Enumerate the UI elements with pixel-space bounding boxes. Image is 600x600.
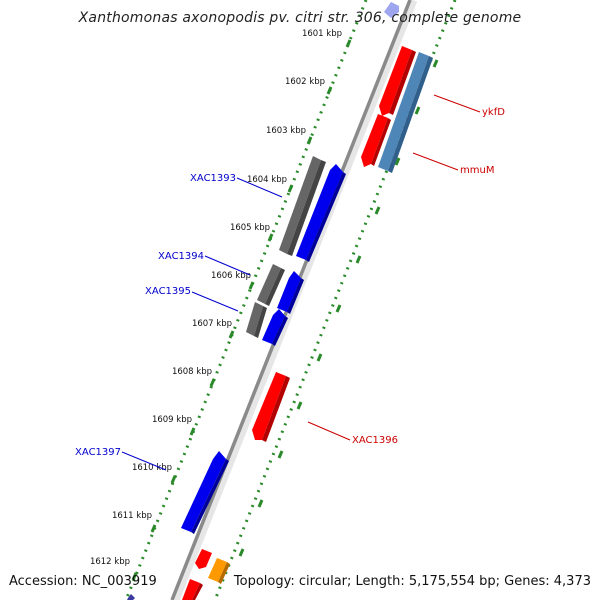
feature-arrow — [254, 306, 267, 338]
feature-arrow — [389, 50, 416, 115]
feature-arrow — [361, 114, 388, 167]
feature-arrow — [252, 372, 286, 440]
label-leaders — [121, 94, 481, 471]
feature-arrow — [306, 172, 346, 262]
feature-arrow — [265, 268, 285, 306]
gene-label-XAC1394: XAC1394 — [158, 251, 204, 262]
genome-title: Xanthomonas axonopodis pv. citri str. 30… — [78, 10, 522, 26]
feature-arrow — [379, 46, 412, 116]
feature-arrow — [191, 459, 229, 534]
feature-arrow — [262, 376, 290, 442]
accession-text: Accession: NC_003919 — [9, 574, 157, 589]
feature-arrow — [371, 118, 391, 166]
tick-label: 1610 kbp — [132, 463, 172, 473]
tick-label: 1601 kbp — [302, 29, 342, 39]
tick-label: 1603 kbp — [266, 126, 306, 136]
feature-arrow — [257, 264, 281, 304]
genome-summary-text: Topology: circular; Length: 5,175,554 bp… — [233, 574, 591, 589]
tick-label: 1609 kbp — [152, 415, 192, 425]
feature-arrow — [218, 562, 230, 584]
gene-labels: ykfD mmuM XAC1393 XAC1394 XAC1395 XAC139… — [75, 107, 505, 458]
feature-arrow — [388, 56, 433, 173]
tick-labels: 1601 kbp 1602 kbp 1603 kbp 1604 kbp 1605… — [90, 29, 342, 567]
feature-arrow — [192, 583, 203, 600]
feature-arrow — [384, 2, 399, 18]
tick-label: 1605 kbp — [230, 223, 270, 233]
major-ticks — [131, 39, 439, 581]
tick-label: 1604 kbp — [247, 175, 287, 185]
feature-arrow — [127, 594, 135, 600]
feature-arrow — [195, 549, 212, 569]
gene-label-XAC1397: XAC1397 — [75, 447, 121, 458]
gene-label-XAC1396: XAC1396 — [352, 435, 398, 446]
feature-arrow — [262, 309, 285, 344]
feature-arrow — [287, 160, 326, 256]
feature-arrow — [287, 278, 304, 314]
gene-label-mmuM: mmuM — [460, 165, 494, 176]
feature-arrow — [277, 271, 301, 312]
feature-arrow — [246, 302, 263, 336]
feature-arrow — [182, 579, 200, 600]
gene-label-XAC1393: XAC1393 — [190, 173, 236, 184]
feature-arrow — [296, 164, 343, 260]
feature-arrow — [378, 52, 429, 171]
feature-arrow — [279, 156, 321, 254]
feature-arrow — [181, 451, 226, 532]
tick-label: 1608 kbp — [172, 367, 212, 377]
tick-label: 1607 kbp — [192, 319, 232, 329]
tick-label: 1612 kbp — [90, 557, 130, 567]
feature-arrow — [208, 558, 227, 582]
tick-label: 1606 kbp — [211, 271, 251, 281]
feature-arrow — [272, 316, 288, 346]
gene-label-XAC1395: XAC1395 — [145, 286, 191, 297]
tick-label: 1602 kbp — [285, 77, 325, 87]
gene-label-ykfD: ykfD — [482, 107, 505, 118]
tick-label: 1611 kbp — [112, 511, 152, 521]
features — [127, 2, 433, 600]
